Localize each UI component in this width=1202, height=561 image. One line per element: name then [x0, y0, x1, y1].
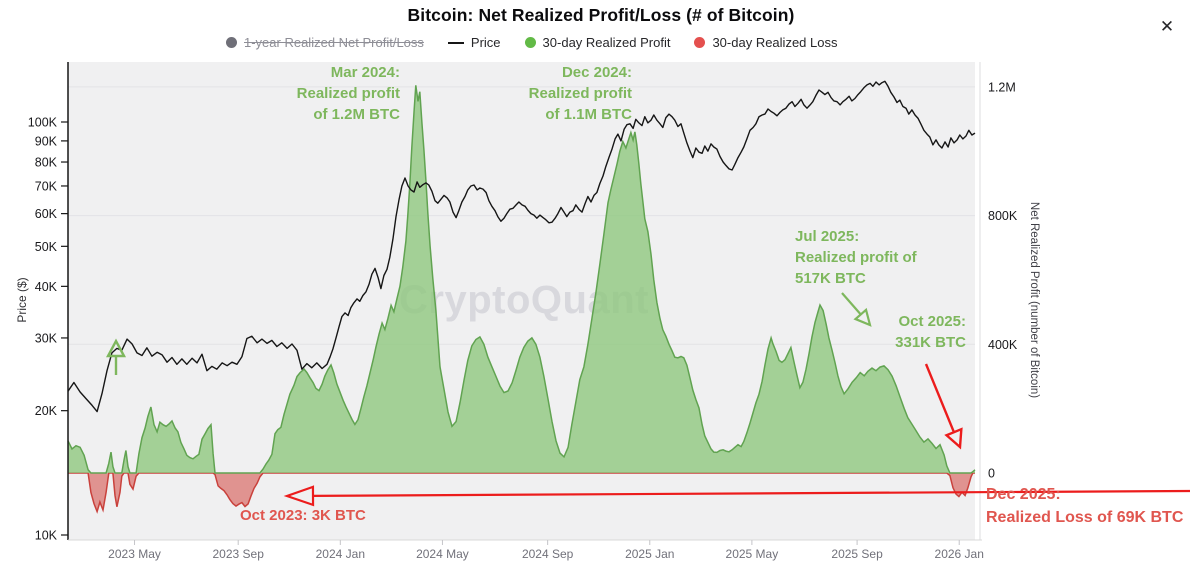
annotation-dec-2025: Dec 2025: Realized Loss of 69K BTC — [986, 486, 1184, 526]
profit-area-edge — [67, 85, 976, 474]
diagonal-green-arrow — [841, 292, 862, 316]
up-green-marker-arrow-head — [106, 338, 126, 358]
long-left-red-arrow-head — [283, 485, 315, 507]
legend-label-net-1y: 1-year Realized Net Profit/Loss — [244, 35, 424, 50]
annotation-oct-2023: Oct 2023: 3K BTC — [240, 507, 366, 524]
net-tick-label: 0 — [988, 467, 995, 481]
net-tick-label: 800K — [988, 209, 1018, 223]
x-tick-label: 2024 Jan — [316, 547, 365, 561]
legend-label-profit-30d: 30-day Realized Profit — [542, 35, 671, 50]
x-tick-label: 2023 Sep — [213, 547, 265, 561]
legend-marker-loss-30d — [694, 37, 706, 48]
price-tick-label: 50K — [35, 240, 58, 254]
legend-label-loss-30d: 30-day Realized Loss — [712, 35, 838, 50]
price-tick-label: 90K — [35, 134, 58, 148]
x-tick-label: 2024 Sep — [522, 547, 574, 561]
net-axis-title: Net Realized Profit (number of Bitcoin) — [1028, 201, 1040, 399]
annotation-jul-2025: Jul 2025: Realized profit of 517K BTC — [795, 228, 917, 287]
x-tick-label: 2025 Jan — [625, 547, 674, 561]
price-tick-label: 10K — [35, 529, 58, 543]
long-left-red-arrow — [312, 489, 1191, 497]
legend-item-profit-30d[interactable]: 30-day Realized Profit — [524, 35, 671, 50]
legend-item-net-1y[interactable]: 1-year Realized Net Profit/Loss — [226, 35, 424, 50]
price-tick-label: 60K — [35, 207, 58, 221]
legend-item-price[interactable]: Price — [447, 35, 501, 50]
annotation-oct-2025: Oct 2025: 331K BTC — [895, 313, 966, 351]
x-tick-label: 2025 Sep — [831, 547, 883, 561]
price-tick-label: 20K — [35, 404, 58, 418]
x-tick-label: 2026 Jan — [935, 547, 984, 561]
legend-marker-profit-30d — [524, 37, 536, 48]
annotation-mar-2024: Mar 2024: Realized profit of 1.2M BTC — [296, 64, 400, 123]
price-tick-label: 40K — [35, 280, 58, 294]
price-line — [67, 80, 976, 413]
close-button[interactable]: ✕ — [1154, 14, 1180, 40]
annotation-dec-2024: Dec 2024: Realized profit of 1.1M BTC — [528, 64, 632, 123]
legend-marker-net-1y — [226, 37, 237, 48]
legend: 1-year Realized Net Profit/Loss Price 30-d… — [226, 35, 837, 50]
diagonal-red-arrow — [924, 363, 956, 433]
net-tick-label: 1.2M — [988, 80, 1016, 94]
price-tick-label: 80K — [35, 156, 58, 170]
x-tick-label: 2024 May — [416, 547, 469, 561]
profit-area — [68, 85, 975, 474]
net-tick-label: 400K — [988, 338, 1018, 352]
price-tick-label: 100K — [28, 116, 58, 130]
price-axis-title: Price ($) — [15, 277, 29, 323]
legend-item-loss-30d[interactable]: 30-day Realized Loss — [694, 35, 837, 50]
loss-area — [68, 473, 975, 512]
x-tick-label: 2025 May — [726, 547, 779, 561]
legend-marker-price — [447, 41, 464, 44]
price-tick-label: 70K — [35, 179, 58, 193]
x-tick-label: 2023 May — [108, 547, 161, 561]
price-tick-label: 30K — [35, 331, 58, 345]
diagonal-green-arrow-head — [853, 307, 872, 327]
diagonal-red-arrow-head — [944, 427, 963, 450]
legend-label-price: Price — [470, 35, 501, 50]
chart-title: Bitcoin: Net Realized Profit/Loss (# of … — [407, 5, 795, 25]
